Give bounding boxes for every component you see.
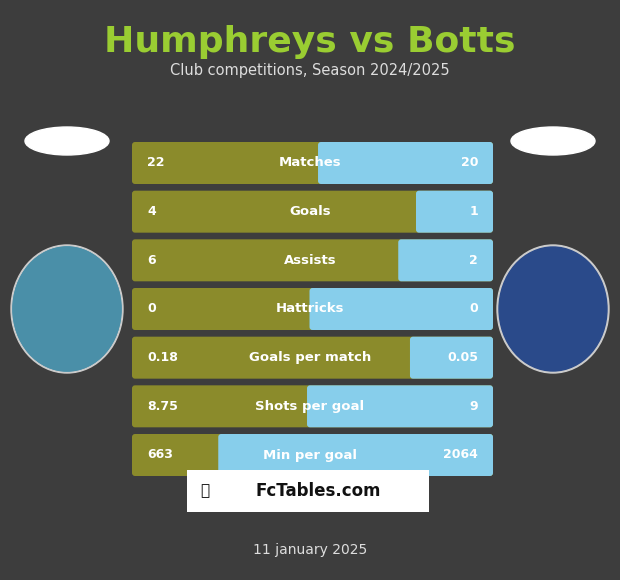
FancyBboxPatch shape [218,434,493,476]
Text: 0: 0 [147,303,156,316]
Text: FcTables.com: FcTables.com [255,482,381,500]
Text: Shots per goal: Shots per goal [255,400,365,413]
Text: 0: 0 [469,303,478,316]
Text: 0.18: 0.18 [147,351,178,364]
Text: Goals: Goals [289,205,331,218]
Text: Min per goal: Min per goal [263,448,357,462]
Ellipse shape [13,247,121,371]
Text: Humphreys vs Botts: Humphreys vs Botts [104,25,516,59]
Text: 📊: 📊 [200,484,210,498]
Text: 22: 22 [147,157,164,169]
Text: Hattricks: Hattricks [276,303,344,316]
Text: 9: 9 [469,400,478,413]
Text: 0.05: 0.05 [447,351,478,364]
FancyBboxPatch shape [132,240,493,281]
Ellipse shape [499,247,607,371]
Text: 6: 6 [147,254,156,267]
FancyBboxPatch shape [318,142,493,184]
Text: Matches: Matches [278,157,342,169]
Text: Goals per match: Goals per match [249,351,371,364]
Ellipse shape [497,245,609,373]
FancyBboxPatch shape [132,288,493,330]
FancyBboxPatch shape [132,434,493,476]
Text: 4: 4 [147,205,156,218]
Ellipse shape [11,245,123,373]
FancyBboxPatch shape [307,385,493,427]
FancyBboxPatch shape [309,288,493,330]
Ellipse shape [13,247,121,371]
FancyBboxPatch shape [398,240,493,281]
FancyBboxPatch shape [416,191,493,233]
FancyBboxPatch shape [132,191,493,233]
FancyBboxPatch shape [132,336,493,379]
FancyBboxPatch shape [187,470,429,512]
Text: 2: 2 [469,254,478,267]
Text: 20: 20 [461,157,478,169]
Text: 1: 1 [469,205,478,218]
Ellipse shape [25,127,109,155]
Text: Club competitions, Season 2024/2025: Club competitions, Season 2024/2025 [170,63,450,78]
FancyBboxPatch shape [410,336,493,379]
FancyBboxPatch shape [132,142,493,184]
Text: 11 january 2025: 11 january 2025 [253,543,367,557]
Text: 2064: 2064 [443,448,478,462]
Text: Assists: Assists [284,254,336,267]
Ellipse shape [511,127,595,155]
Text: 663: 663 [147,448,173,462]
FancyBboxPatch shape [132,385,493,427]
Text: 8.75: 8.75 [147,400,178,413]
